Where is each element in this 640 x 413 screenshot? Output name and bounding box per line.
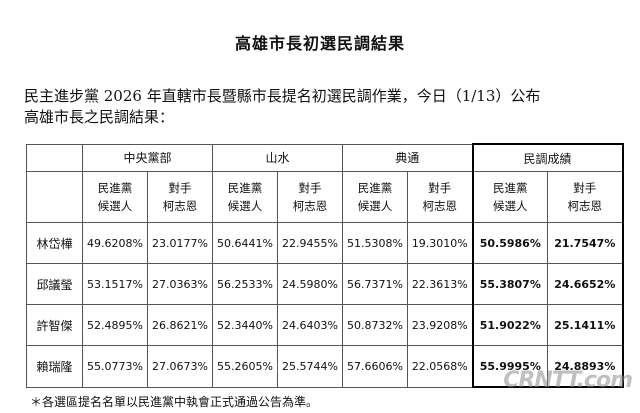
result-cell: 55.9995% bbox=[471, 345, 549, 388]
sub-header: 對手 柯志恩 bbox=[146, 171, 214, 223]
sub-header: 民進黨 候選人 bbox=[342, 171, 409, 223]
table-cell: 23.0177% bbox=[146, 222, 214, 264]
sub-header: 對手 柯志恩 bbox=[277, 171, 344, 223]
table-row: 賴瑞隆 55.0773% 27.0673% 55.2605% 25.5744% … bbox=[26, 345, 624, 388]
table-cell: 56.2533% bbox=[212, 263, 279, 305]
result-cell: 24.6652% bbox=[547, 263, 624, 305]
table-cell: 24.6403% bbox=[277, 304, 344, 346]
poll-results-table: 中央黨部 山水 典通 民調成績 民進黨 候選人 對手 柯志恩 民進黨 候選人 對手 柯志… bbox=[26, 143, 624, 388]
table-row: 邱議瑩 53.1517% 27.0363% 56.2533% 24.5980% … bbox=[26, 263, 624, 305]
table-cell: 19.3010% bbox=[407, 222, 474, 264]
table-cell: 51.5308% bbox=[342, 222, 409, 264]
candidate-name: 賴瑞隆 bbox=[26, 345, 83, 388]
table-cell: 22.0568% bbox=[407, 345, 474, 388]
intro-line-1: 民主進步黨 2026 年直轄市長暨縣市長提名初選民調作業，今日（1/13）公布 bbox=[24, 87, 541, 105]
table-cell: 27.0363% bbox=[146, 263, 214, 305]
table-cell: 22.9455% bbox=[277, 222, 344, 264]
table-cell: 24.5980% bbox=[277, 263, 344, 305]
table-cell: 52.3440% bbox=[212, 304, 279, 346]
result-cell: 51.9022% bbox=[471, 304, 549, 346]
sub-header-result: 對手 柯志恩 bbox=[547, 171, 624, 223]
table-row: 林岱樺 49.6208% 23.0177% 50.6441% 22.9455% … bbox=[26, 222, 624, 264]
candidate-name: 邱議瑩 bbox=[26, 263, 83, 305]
result-cell: 55.3807% bbox=[471, 263, 549, 305]
header-row-groups: 中央黨部 山水 典通 民調成績 bbox=[26, 143, 624, 172]
result-cell: 21.7547% bbox=[547, 222, 624, 264]
group-header: 中央黨部 bbox=[81, 143, 214, 172]
group-header-result: 民調成績 bbox=[471, 143, 624, 172]
result-cell: 24.8893% bbox=[547, 345, 624, 388]
page-title: 高雄市長初選民調結果 bbox=[234, 34, 405, 53]
table-cell: 55.2605% bbox=[212, 345, 279, 388]
table-cell: 50.8732% bbox=[342, 304, 409, 346]
group-header: 典通 bbox=[342, 143, 474, 172]
watermark-logo: CRNTT.com bbox=[503, 368, 633, 393]
header-row-sub: 民進黨 候選人 對手 柯志恩 民進黨 候選人 對手 柯志恩 民進黨 候選人 對手 柯志恩 民… bbox=[26, 171, 624, 223]
table-cell: 50.6441% bbox=[212, 222, 279, 264]
table-row: 許智傑 52.4895% 26.8621% 52.3440% 24.6403% … bbox=[26, 304, 624, 346]
sub-header: 民進黨 候選人 bbox=[212, 171, 279, 223]
sub-header: 對手 柯志恩 bbox=[407, 171, 474, 223]
table-cell: 57.6606% bbox=[342, 345, 409, 388]
table-cell: 53.1517% bbox=[82, 263, 148, 305]
table-cell: 55.0773% bbox=[82, 345, 148, 388]
table-cell: 22.3613% bbox=[407, 263, 474, 305]
intro-paragraph: 民主進步黨 2026 年直轄市長暨縣市長提名初選民調作業，今日（1/13）公布 … bbox=[24, 86, 624, 128]
corner-cell bbox=[26, 143, 83, 172]
table-cell: 52.4895% bbox=[82, 304, 148, 346]
candidate-name: 林岱樺 bbox=[26, 222, 83, 264]
result-cell: 50.5986% bbox=[471, 222, 549, 264]
intro-line-2: 高雄市長之民調結果： bbox=[24, 108, 175, 126]
table-cell: 25.5744% bbox=[277, 345, 344, 388]
candidate-name: 許智傑 bbox=[26, 304, 83, 346]
footnote: ＊各選區提名名單以民進黨中執會正式通過公告為準。 bbox=[30, 395, 319, 409]
table-cell: 23.9208% bbox=[407, 304, 474, 346]
table-cell: 26.8621% bbox=[146, 304, 214, 346]
table-cell: 49.6208% bbox=[82, 222, 148, 264]
group-header: 山水 bbox=[212, 143, 344, 172]
table-cell: 56.7371% bbox=[342, 263, 409, 305]
result-cell: 25.1411% bbox=[547, 304, 624, 346]
sub-header: 民進黨 候選人 bbox=[82, 171, 148, 223]
sub-header-result: 民進黨 候選人 bbox=[471, 171, 549, 223]
corner-cell bbox=[26, 171, 83, 223]
table-cell: 27.0673% bbox=[146, 345, 214, 388]
